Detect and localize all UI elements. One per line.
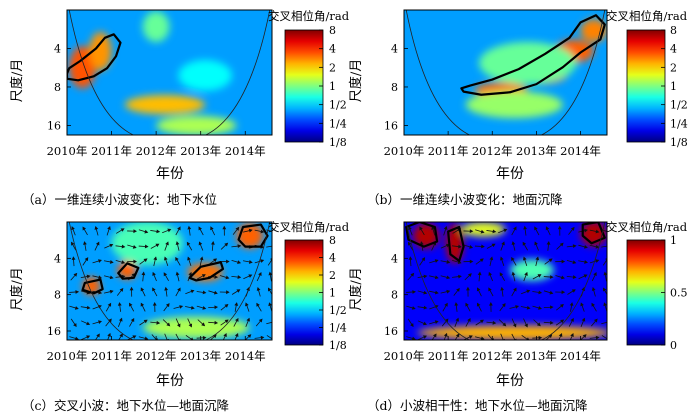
colorbar-tick-label: 4 [670, 43, 677, 56]
colorbar-tick-label: 2 [329, 269, 336, 282]
colorbar-tick-label: 1/4 [329, 322, 347, 335]
y-tick-label: 16 [47, 325, 61, 338]
x-tick-label: 2012年 [136, 144, 177, 158]
y-tick-label: 16 [47, 119, 61, 132]
plot-area [67, 10, 272, 140]
panel-caption: （b）一维连续小波变化：地面沉降 [367, 192, 563, 207]
heatmap-background [67, 10, 272, 135]
y-tick-label: 4 [54, 252, 61, 265]
x-tick-label: 2010年 [384, 349, 425, 363]
x-axis-label: 年份 [496, 166, 524, 182]
x-tick-label: 2011年 [91, 144, 132, 158]
colorbar-tick-label: 1/8 [329, 339, 347, 352]
y-axis-label: 尺度/月 [348, 267, 364, 310]
y-axis-label: 尺度/月 [348, 59, 364, 102]
panel-caption: （c）交叉小波：地下水位—地面沉降 [22, 398, 230, 413]
y-tick-label: 8 [54, 81, 61, 94]
colorbar-title: 交叉相位角/rad [606, 9, 688, 23]
plot-area [67, 221, 275, 345]
colorbar-title: 交叉相位角/rad [268, 220, 350, 234]
y-tick-label: 8 [391, 81, 398, 94]
colorbar-tick-label: 1/8 [670, 136, 688, 149]
y-axis-label: 尺度/月 [9, 267, 25, 310]
colorbar-tick-label: 4 [329, 252, 336, 265]
colorbar-tick-label: 1/4 [329, 117, 347, 130]
colorbar-tick-label: 8 [670, 24, 677, 37]
x-tick-label: 2011年 [428, 144, 469, 158]
y-tick-label: 4 [391, 252, 398, 265]
x-tick-label: 2012年 [136, 349, 177, 363]
plot-area [404, 10, 607, 140]
x-tick-label: 2012年 [472, 144, 513, 158]
x-tick-label: 2014年 [225, 349, 266, 363]
y-tick-label: 8 [391, 289, 398, 302]
colorbar-tick-label: 0.5 [670, 287, 688, 300]
colorbar-tick-label: 1 [329, 287, 336, 300]
colorbar-tick-label: 8 [329, 24, 336, 37]
colorbar-tick-label: 0 [670, 339, 677, 352]
colorbar-tick-label: 1/2 [329, 99, 347, 112]
heatmap-region [156, 116, 236, 135]
colorbar-tick-label: 2 [670, 61, 677, 74]
x-tick-label: 2014年 [560, 144, 601, 158]
x-tick-label: 2012年 [472, 349, 513, 363]
phase-arrow-head [273, 245, 275, 247]
x-tick-label: 2014年 [225, 144, 266, 158]
phase-arrow-head [608, 245, 610, 247]
heatmap-region [143, 317, 250, 339]
heatmap-region [178, 60, 231, 91]
colorbar-tick-label: 1/8 [329, 136, 347, 149]
panel-caption: （a）一维连续小波变化：地下水位 [22, 192, 217, 207]
heatmap-region [417, 325, 611, 340]
phase-arrow-head [608, 321, 611, 323]
colorbar [627, 240, 665, 345]
x-tick-label: 2013年 [180, 144, 221, 158]
colorbar-tick-label: 1 [670, 80, 677, 93]
colorbar-tick-label: 1/4 [670, 117, 688, 130]
x-tick-label: 2010年 [47, 144, 88, 158]
y-tick-label: 4 [391, 42, 398, 55]
colorbar [627, 30, 665, 142]
heatmap-region [143, 11, 170, 42]
y-tick-label: 8 [54, 289, 61, 302]
colorbar-title: 交叉相位角/rad [606, 220, 688, 234]
x-tick-label: 2013年 [180, 349, 221, 363]
colorbar-tick-label: 1 [670, 234, 677, 247]
heatmap-region [125, 95, 205, 114]
heatmap-region [461, 222, 505, 237]
y-axis-label: 尺度/月 [9, 59, 25, 102]
colorbar-tick-label: 1 [329, 80, 336, 93]
colorbar-title: 交叉相位角/rad [268, 9, 350, 23]
colorbar-tick-label: 2 [329, 61, 336, 74]
x-tick-label: 2011年 [91, 349, 132, 363]
phase-arrow-head [272, 321, 275, 323]
colorbar-tick-label: 4 [329, 43, 336, 56]
x-tick-label: 2013年 [516, 349, 557, 363]
x-tick-label: 2011年 [428, 349, 469, 363]
x-tick-label: 2010年 [384, 144, 425, 158]
colorbar [285, 30, 323, 142]
x-tick-label: 2013年 [516, 144, 557, 158]
x-axis-label: 年份 [496, 373, 524, 389]
colorbar-tick-label: 8 [329, 234, 336, 247]
x-tick-label: 2014年 [560, 349, 601, 363]
x-tick-label: 2010年 [47, 349, 88, 363]
x-axis-label: 年份 [156, 166, 184, 182]
y-tick-label: 16 [384, 119, 398, 132]
panel-caption: （d）小波相干性：地下水位—地面沉降 [367, 398, 588, 413]
x-axis-label: 年份 [156, 373, 184, 389]
y-tick-label: 16 [384, 325, 398, 338]
colorbar-tick-label: 1/2 [670, 99, 688, 112]
colorbar [285, 240, 323, 345]
colorbar-tick-label: 1/2 [329, 304, 347, 317]
y-tick-label: 4 [54, 42, 61, 55]
plot-area [404, 221, 611, 345]
